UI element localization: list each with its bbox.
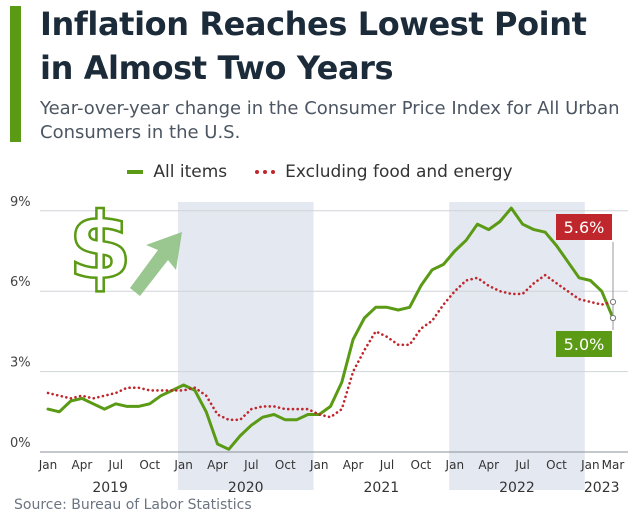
series-all-items-line bbox=[46, 206, 615, 451]
callout-label-all: 5.0% bbox=[564, 335, 605, 354]
y-tick-label: 9% bbox=[10, 195, 31, 210]
year-shade-band bbox=[177, 202, 314, 490]
legend-swatch-solid bbox=[127, 170, 144, 174]
x-tick-label: Mar bbox=[602, 458, 625, 472]
x-tick-label: Jul bbox=[514, 458, 529, 472]
x-tick-label: Apr bbox=[207, 458, 228, 472]
x-tick-label: Oct bbox=[139, 458, 160, 472]
x-tick-label: Jan bbox=[445, 458, 465, 472]
x-year-label: 2021 bbox=[364, 480, 400, 495]
x-tick-label: Jul bbox=[379, 458, 394, 472]
chart-title: Inflation Reaches Lowest Point in Almost… bbox=[40, 5, 587, 87]
callout-box-all bbox=[556, 331, 612, 357]
x-tick-label: Jan bbox=[173, 458, 193, 472]
year-shading bbox=[177, 202, 585, 490]
y-tick-label: 3% bbox=[10, 356, 31, 371]
x-tick-label: Apr bbox=[343, 458, 364, 472]
legend: All items Excluding food and energy bbox=[0, 160, 640, 184]
callout-marker-all bbox=[609, 314, 617, 322]
source-note: Source: Bureau of Labor Statistics bbox=[14, 497, 252, 513]
callout-box-core bbox=[556, 214, 612, 240]
dollar-arrow-graphic: $ bbox=[67, 192, 182, 301]
x-year-label: 2019 bbox=[92, 480, 128, 495]
legend-label-all-items: All items bbox=[153, 162, 228, 182]
legend-label-core: Excluding food and energy bbox=[285, 162, 513, 182]
x-year-label: 2022 bbox=[499, 480, 535, 495]
dollar-icon: $ bbox=[68, 193, 132, 300]
arrow-up-icon bbox=[130, 232, 182, 296]
y-tick-label: 6% bbox=[10, 275, 31, 290]
x-tick-label: Oct bbox=[411, 458, 432, 472]
legend-item-all-items: All items bbox=[127, 162, 227, 182]
x-tick-label: Apr bbox=[478, 458, 499, 472]
line-chart: $ 0% 3% 6% 9% Jan Apr Jul Oct Jan Apr Jul Oct Jan Apr… bbox=[10, 192, 628, 495]
callouts: 5.6% 5.0% bbox=[556, 214, 617, 357]
series-lines bbox=[46, 206, 615, 451]
x-tick-label: Jan bbox=[580, 458, 600, 472]
x-tick-label: Oct bbox=[546, 458, 567, 472]
x-year-label: 2023 bbox=[584, 480, 620, 495]
x-tick-label: Oct bbox=[275, 458, 296, 472]
y-tick-label: 0% bbox=[10, 436, 31, 451]
axis-labels: 0% 3% 6% 9% Jan Apr Jul Oct Jan Apr Jul Oct Jan Apr Ju… bbox=[10, 195, 624, 495]
series-core-line bbox=[46, 273, 615, 422]
callout-label-core: 5.6% bbox=[564, 218, 605, 237]
chart-subtitle: Year-over-year change in the Consumer Pr… bbox=[40, 98, 620, 143]
x-tick-label: Jan bbox=[38, 458, 58, 472]
x-tick-label: Apr bbox=[72, 458, 93, 472]
x-tick-label: Jul bbox=[243, 458, 258, 472]
legend-swatch-dotted bbox=[255, 170, 276, 174]
x-tick-label: Jul bbox=[108, 458, 123, 472]
callout-marker-core bbox=[609, 298, 617, 306]
legend-item-core: Excluding food and energy bbox=[255, 162, 513, 182]
x-year-label: 2020 bbox=[228, 480, 264, 495]
title-accent-bar bbox=[10, 6, 21, 142]
x-tick-label: Jan bbox=[309, 458, 329, 472]
